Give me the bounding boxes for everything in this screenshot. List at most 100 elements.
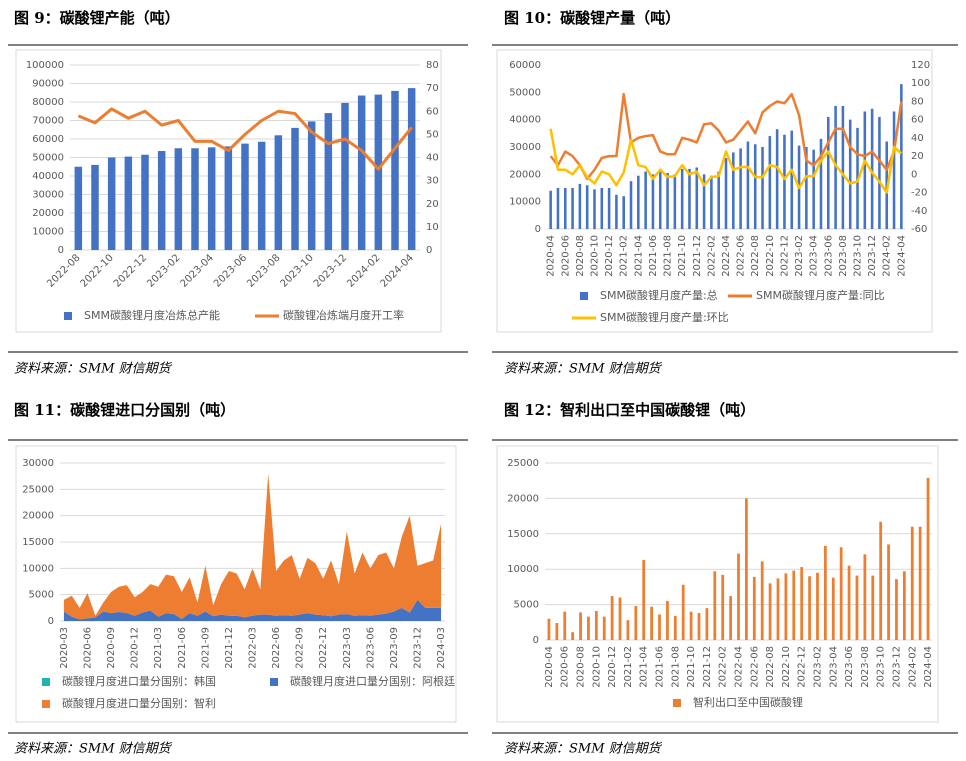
bar	[658, 171, 662, 229]
bar	[666, 601, 669, 640]
x-tick-label: 2024-04	[379, 252, 416, 289]
bar	[841, 106, 845, 229]
x-tick-label: 2023-09	[389, 627, 400, 669]
bar	[174, 148, 183, 250]
y2-tick-label: 70	[426, 83, 439, 94]
bar	[839, 547, 843, 640]
bar	[790, 130, 794, 229]
bar	[607, 188, 611, 229]
bar	[124, 156, 133, 250]
bar	[729, 596, 732, 640]
x-tick-label: 2022-02	[706, 235, 717, 277]
bar	[658, 614, 661, 640]
bar	[848, 119, 852, 229]
bar	[642, 559, 646, 640]
x-tick-label: 2022-06	[749, 646, 760, 688]
bar	[926, 477, 930, 640]
bar	[702, 174, 706, 229]
x-tick-label: 2021-06	[655, 646, 666, 688]
bar	[141, 154, 149, 250]
x-tick-label: 2023-12	[312, 252, 349, 289]
figure-title: 图 10：碳酸锂产量（吨）	[504, 9, 680, 27]
chart-frame	[15, 49, 442, 333]
bar	[792, 570, 796, 640]
y-tick-label: 20000	[22, 511, 54, 522]
chart-frame	[496, 445, 939, 723]
x-tick-label: 2022-10	[765, 235, 776, 277]
x-tick-label: 2024-04	[896, 235, 907, 277]
legend-label: SMM碳酸锂月度冶炼总产能	[84, 308, 220, 322]
y-tick-label: 50000	[32, 153, 64, 164]
legend-label: 智利出口至中国碳酸锂	[693, 695, 803, 709]
bar	[752, 576, 756, 640]
bar	[870, 108, 874, 229]
bar	[549, 190, 552, 229]
bar	[753, 144, 757, 229]
legend-label: 碳酸锂月度进口量分国别：智利	[62, 696, 216, 710]
y-tick-label: 50000	[509, 87, 541, 98]
x-tick-label: 2022-08	[765, 646, 776, 688]
x-tick-label: 2022-04	[721, 235, 732, 277]
y2-tick-label: -60	[911, 224, 927, 235]
x-tick-label: 2021-10	[677, 235, 688, 277]
x-tick-label: 2021-09	[200, 627, 211, 669]
x-tick-label: 2024-04	[923, 646, 934, 688]
bar	[587, 616, 590, 640]
bar	[689, 611, 693, 640]
y-tick-label: 0	[533, 635, 539, 646]
x-tick-label: 2024-02	[345, 252, 382, 289]
bar	[710, 175, 713, 229]
y-tick-label: 25000	[507, 458, 539, 469]
bar	[879, 521, 883, 640]
y2-tick-label: 0	[911, 169, 917, 180]
bar	[697, 613, 701, 640]
bar	[681, 584, 685, 640]
x-tick-label: 2022-02	[718, 646, 729, 688]
y2-tick-label: 0	[426, 245, 432, 256]
bar	[650, 606, 654, 640]
bar	[878, 116, 881, 229]
bar	[391, 90, 399, 251]
bar	[713, 571, 717, 640]
bar	[812, 149, 815, 229]
bar	[257, 141, 266, 250]
bar	[615, 194, 618, 229]
y-tick-label: 5000	[29, 590, 54, 601]
bar	[602, 616, 606, 640]
bar	[600, 188, 604, 229]
bar	[739, 148, 742, 229]
x-tick-label: 2023-12	[867, 235, 878, 277]
bar	[666, 172, 669, 229]
bar	[855, 575, 859, 640]
legend-label: 碳酸锂月度进口量分国别：阿根廷	[290, 674, 455, 688]
figure-title: 图 11：碳酸锂进口分国别（吨）	[14, 401, 235, 419]
chart-frame	[15, 445, 457, 723]
legend-swatch	[42, 700, 50, 708]
bar	[760, 561, 764, 640]
legend-label: SMM碳酸锂月度产量:总	[600, 288, 718, 302]
y2-tick-label: 80	[426, 60, 439, 71]
x-tick-label: 2022-08	[750, 235, 761, 277]
bar	[579, 612, 582, 640]
bar	[107, 157, 116, 250]
x-tick-label: 2024-02	[907, 646, 918, 688]
x-tick-label: 2022-12	[112, 252, 149, 289]
bar	[556, 188, 560, 229]
bar	[224, 146, 233, 250]
x-tick-label: 2021-10	[686, 646, 697, 688]
bar	[871, 575, 875, 640]
line	[77, 107, 413, 171]
bar	[571, 188, 574, 229]
bar	[637, 175, 640, 229]
y2-tick-label: 120	[911, 60, 930, 71]
bar	[341, 102, 349, 250]
y2-tick-label: 20	[911, 151, 924, 162]
y2-tick-label: 40	[426, 153, 439, 164]
x-tick-label: 2023-06	[365, 627, 376, 669]
legend-swatch	[42, 678, 50, 686]
x-tick-label: 2023-08	[245, 252, 282, 289]
y-tick-label: 15000	[22, 537, 54, 548]
y-tick-label: 20000	[507, 493, 539, 504]
y-tick-label: 10000	[22, 563, 54, 574]
